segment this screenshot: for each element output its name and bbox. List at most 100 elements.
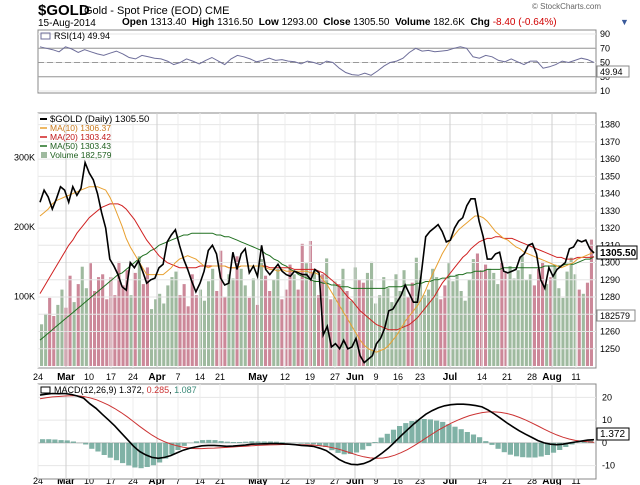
rsi-panel-frame bbox=[37, 29, 597, 94]
rsi-current-label: 49.94 bbox=[600, 67, 623, 77]
x-tick-label-bottom: Aug bbox=[542, 476, 561, 485]
volume-bar bbox=[504, 271, 508, 366]
macd-legend: MACD(12,26,9) 1.372, 0.285, 1.087 bbox=[54, 385, 197, 395]
x-tick-label: 10 bbox=[84, 372, 94, 382]
macd-hist-bar bbox=[415, 419, 421, 443]
x-tick-label: 9 bbox=[373, 372, 378, 382]
volume-value: 182.6K bbox=[433, 17, 465, 28]
volume-bar bbox=[451, 281, 455, 366]
volume-bar bbox=[137, 256, 141, 366]
x-tick-label: 28 bbox=[527, 372, 537, 382]
macd-hist-bar bbox=[477, 437, 483, 443]
volume-bar bbox=[80, 266, 84, 366]
volume-bar bbox=[532, 285, 536, 366]
x-tick-label-bottom: 10 bbox=[84, 476, 94, 485]
macd-hist-bar bbox=[483, 441, 489, 443]
volume-bar bbox=[150, 309, 154, 366]
volume-bar bbox=[113, 295, 117, 366]
macd-hist-bar bbox=[138, 442, 144, 469]
volume-bar bbox=[382, 277, 386, 366]
macd-hist-bar bbox=[126, 442, 132, 466]
volume-y-ticks: 300K 200K 100K bbox=[14, 153, 35, 302]
rsi-panel: 9070503010 RSI(14) 49.94 49.94 bbox=[37, 29, 630, 96]
volume-bar bbox=[492, 272, 496, 366]
x-tick-label: Apr bbox=[148, 372, 165, 383]
x-tick-label: 17 bbox=[106, 372, 116, 382]
macd-hist-bar bbox=[514, 442, 520, 457]
volume-bar bbox=[264, 275, 268, 366]
volume-bar bbox=[443, 285, 447, 366]
macd-hist-bar bbox=[526, 442, 532, 458]
low-value: 1293.00 bbox=[281, 17, 318, 28]
volume-y-tick: 100K bbox=[14, 292, 35, 302]
price-panel: 1380 1370 1360 1350 1340 1330 1320 1310 1300 1290… bbox=[14, 112, 638, 369]
volume-bar bbox=[194, 295, 198, 366]
volume-bar bbox=[243, 285, 247, 366]
macd-hist-bar bbox=[298, 442, 304, 444]
x-tick-label: 19 bbox=[305, 372, 315, 382]
macd-hist-bar bbox=[83, 442, 89, 445]
volume-bar bbox=[341, 268, 345, 366]
volume-bar bbox=[235, 256, 239, 366]
macd-hist-bar bbox=[157, 442, 163, 463]
volume-bar bbox=[60, 289, 64, 366]
volume-bar bbox=[101, 274, 105, 366]
macd-legend-macd: 1.372 bbox=[119, 385, 142, 395]
macd-hist-bar bbox=[458, 429, 464, 443]
volume-bar bbox=[133, 272, 137, 366]
macd-hist-bar bbox=[150, 442, 156, 466]
chart-header: $GOLD Gold - Spot Price (EOD) CME 15-Aug… bbox=[0, 0, 640, 30]
volume-current-label: 182579 bbox=[600, 311, 630, 321]
volume-bar bbox=[537, 268, 541, 366]
macd-histogram bbox=[40, 419, 593, 469]
price-y-tick: 1260 bbox=[600, 327, 620, 337]
volume-bar bbox=[276, 268, 280, 366]
volume-label: Volume bbox=[395, 17, 431, 28]
high-value: 1316.50 bbox=[217, 17, 254, 28]
macd-hist-bar bbox=[101, 442, 107, 455]
volume-bar bbox=[158, 293, 162, 366]
macd-hist-bar bbox=[403, 423, 409, 443]
legend-swatch bbox=[41, 152, 47, 158]
macd-y-ticks: 20 10 0 -10 bbox=[602, 392, 615, 470]
macd-hist-bar bbox=[280, 442, 286, 443]
macd-hist-bar bbox=[501, 442, 507, 453]
macd-hist-bar bbox=[95, 442, 101, 452]
macd-hist-bar bbox=[532, 442, 538, 458]
macd-hist-bar bbox=[440, 421, 446, 443]
low-label: Low bbox=[258, 17, 279, 28]
volume-bar bbox=[488, 268, 492, 366]
macd-hist-bar bbox=[341, 442, 347, 455]
macd-hist-bar bbox=[557, 442, 563, 450]
volume-bar bbox=[516, 270, 520, 366]
volume-bar bbox=[211, 268, 215, 366]
volume-bar bbox=[329, 299, 333, 366]
macd-current-box bbox=[596, 427, 630, 441]
macd-hist-bar bbox=[427, 419, 433, 443]
macd-panel-frame bbox=[37, 383, 597, 480]
x-tick-label: May bbox=[248, 372, 268, 383]
price-y-tick: 1290 bbox=[600, 275, 620, 285]
macd-hist-bar bbox=[230, 442, 236, 443]
macd-y-tick: 0 bbox=[602, 438, 607, 448]
volume-bar bbox=[84, 288, 88, 366]
volume-bar bbox=[280, 299, 284, 366]
macd-hist-bar bbox=[409, 421, 415, 443]
x-tick-label-bottom: 21 bbox=[215, 476, 225, 485]
macd-hist-bar bbox=[421, 419, 427, 443]
volume-y-tick: 200K bbox=[14, 222, 35, 232]
volume-bar bbox=[357, 279, 361, 366]
volume-bar bbox=[394, 274, 398, 366]
volume-bar bbox=[439, 299, 443, 366]
volume-bar bbox=[93, 291, 97, 366]
volume-bar bbox=[68, 275, 72, 366]
chevron-down-icon[interactable]: ▼ bbox=[620, 17, 629, 27]
ma10-line bbox=[39, 186, 595, 353]
ohlc-summary: Open 1313.40 High 1316.50 Low 1293.00 Cl… bbox=[122, 17, 557, 28]
macd-hist-bar bbox=[507, 442, 513, 455]
macd-y-tick: 10 bbox=[602, 415, 612, 425]
macd-hist-bar bbox=[212, 440, 218, 443]
macd-hist-bar bbox=[237, 442, 243, 443]
volume-bar bbox=[97, 277, 101, 366]
volume-bar bbox=[52, 316, 56, 366]
